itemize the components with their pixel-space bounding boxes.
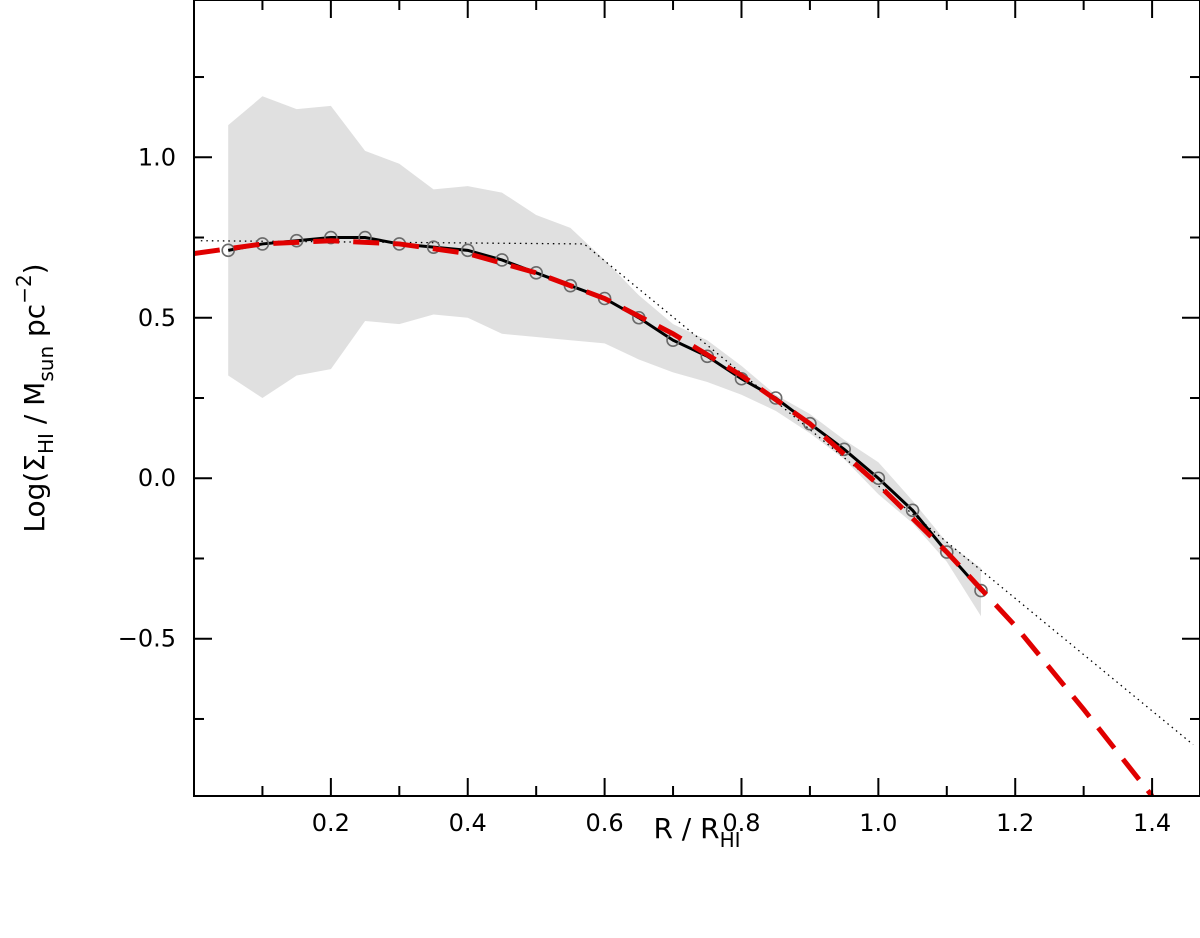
median-point — [905, 503, 920, 518]
median-point — [939, 545, 954, 559]
median-point — [460, 243, 475, 258]
x-tick-label: 0.2 — [312, 809, 350, 837]
y-tick-label: 1.0 — [138, 143, 176, 171]
median-point — [974, 583, 988, 598]
median-point — [803, 416, 817, 431]
plot-area — [194, 96, 1194, 796]
y-tick-label: −0.5 — [118, 625, 176, 653]
scatter-band — [228, 96, 982, 617]
x-tick-label: 0.4 — [449, 809, 487, 837]
y-axis-label: Log(ΣHI / Msun pc−2) — [12, 263, 58, 532]
y-tick-label: 0.0 — [138, 464, 176, 492]
x-axis-label: R / RHI — [653, 812, 740, 852]
x-tick-label: 1.2 — [996, 809, 1034, 837]
axes: 0.2 0.4 0.6 0.8 1.0 1.2 1.4 1.0 0.5 0.0 −0.5 — [118, 0, 1200, 837]
x-tick-label: 1.0 — [859, 809, 897, 837]
x-tick-label: 0.8 — [722, 809, 760, 837]
median-point — [324, 230, 338, 245]
fit-line — [194, 238, 1155, 796]
plot-frame — [193, 0, 1200, 797]
x-tick-label: 1.4 — [1133, 809, 1171, 837]
x-tick-label: 0.6 — [586, 809, 624, 837]
y-tick-label: 0.5 — [138, 304, 176, 332]
